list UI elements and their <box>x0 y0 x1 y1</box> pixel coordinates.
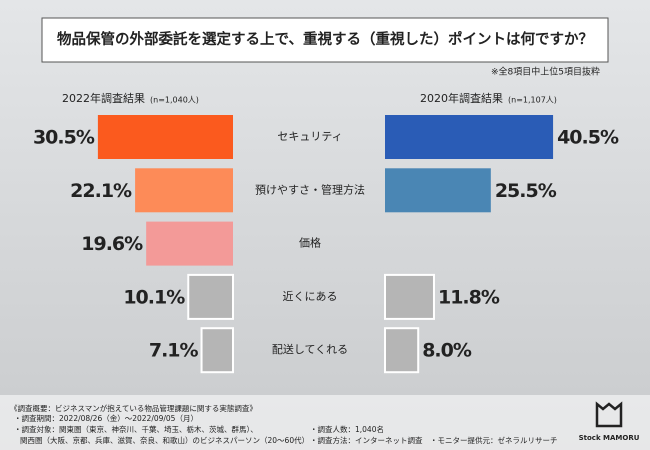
title-box <box>41 17 609 63</box>
series-sample: (n=1,107人) <box>508 96 557 105</box>
logo: Stock MAMORU <box>579 401 640 442</box>
value-label: 30.5% <box>33 127 95 149</box>
footer-text: 関西圏（大阪、京都、兵庫、滋賀、奈良、和歌山）のビジネスパーソン（20〜60代） <box>20 435 309 445</box>
bar <box>200 327 234 374</box>
logo-icon <box>595 401 623 428</box>
bar <box>385 168 491 213</box>
category-label: 預けやすさ・管理方法 <box>255 182 365 196</box>
value-label: 8.0% <box>422 340 472 362</box>
bar <box>384 327 420 374</box>
chart-title: 物品保管の外部委託を選定する上で、重視する（重視した）ポイントは何ですか？ <box>57 30 593 48</box>
footer-text: ・調査人数：1,040名 <box>310 424 384 434</box>
category-label: セキュリティ <box>277 130 342 143</box>
note: ※全8項目中上位5項目抜粋 <box>491 66 600 78</box>
footer-text: ・調査方法：インターネット調査 <box>310 435 423 445</box>
category-label: 配送してくれる <box>272 342 348 356</box>
footer-text: ・モニター提供元：ゼネラルリサーチ <box>430 435 558 445</box>
value-label: 10.1% <box>123 286 185 308</box>
bar <box>385 115 554 159</box>
value-label: 11.8% <box>438 286 500 308</box>
category-label: 近くにある <box>283 290 338 303</box>
bar <box>135 168 233 213</box>
bar <box>97 115 233 159</box>
value-label: 40.5% <box>557 127 619 149</box>
value-label: 7.1% <box>149 340 199 362</box>
footer-text: ・調査期間：2022/08/26（金）〜2022/09/05（月） <box>14 413 198 423</box>
series-name: 2020年調査結果 <box>420 91 503 105</box>
logo-text: Stock MAMORU <box>579 434 640 442</box>
series-name: 2022年調査結果 <box>62 91 145 105</box>
value-label: 19.6% <box>81 233 143 255</box>
footer-text: ・調査対象：関東圏（東京、神奈川、千葉、埼玉、栃木、茨城、群馬）、 <box>14 424 258 434</box>
value-label: 25.5% <box>495 180 557 202</box>
bar <box>384 273 435 320</box>
category-label: 価格 <box>299 236 321 250</box>
footer-panel <box>0 395 650 450</box>
bar <box>187 273 235 320</box>
bar <box>146 221 233 266</box>
value-label: 22.1% <box>70 180 132 202</box>
footer-text: 《調査概要：ビジネスマンが抱えている物品管理課題に関する実態調査》 <box>10 403 257 413</box>
series-sample: (n=1,040人) <box>150 96 199 105</box>
